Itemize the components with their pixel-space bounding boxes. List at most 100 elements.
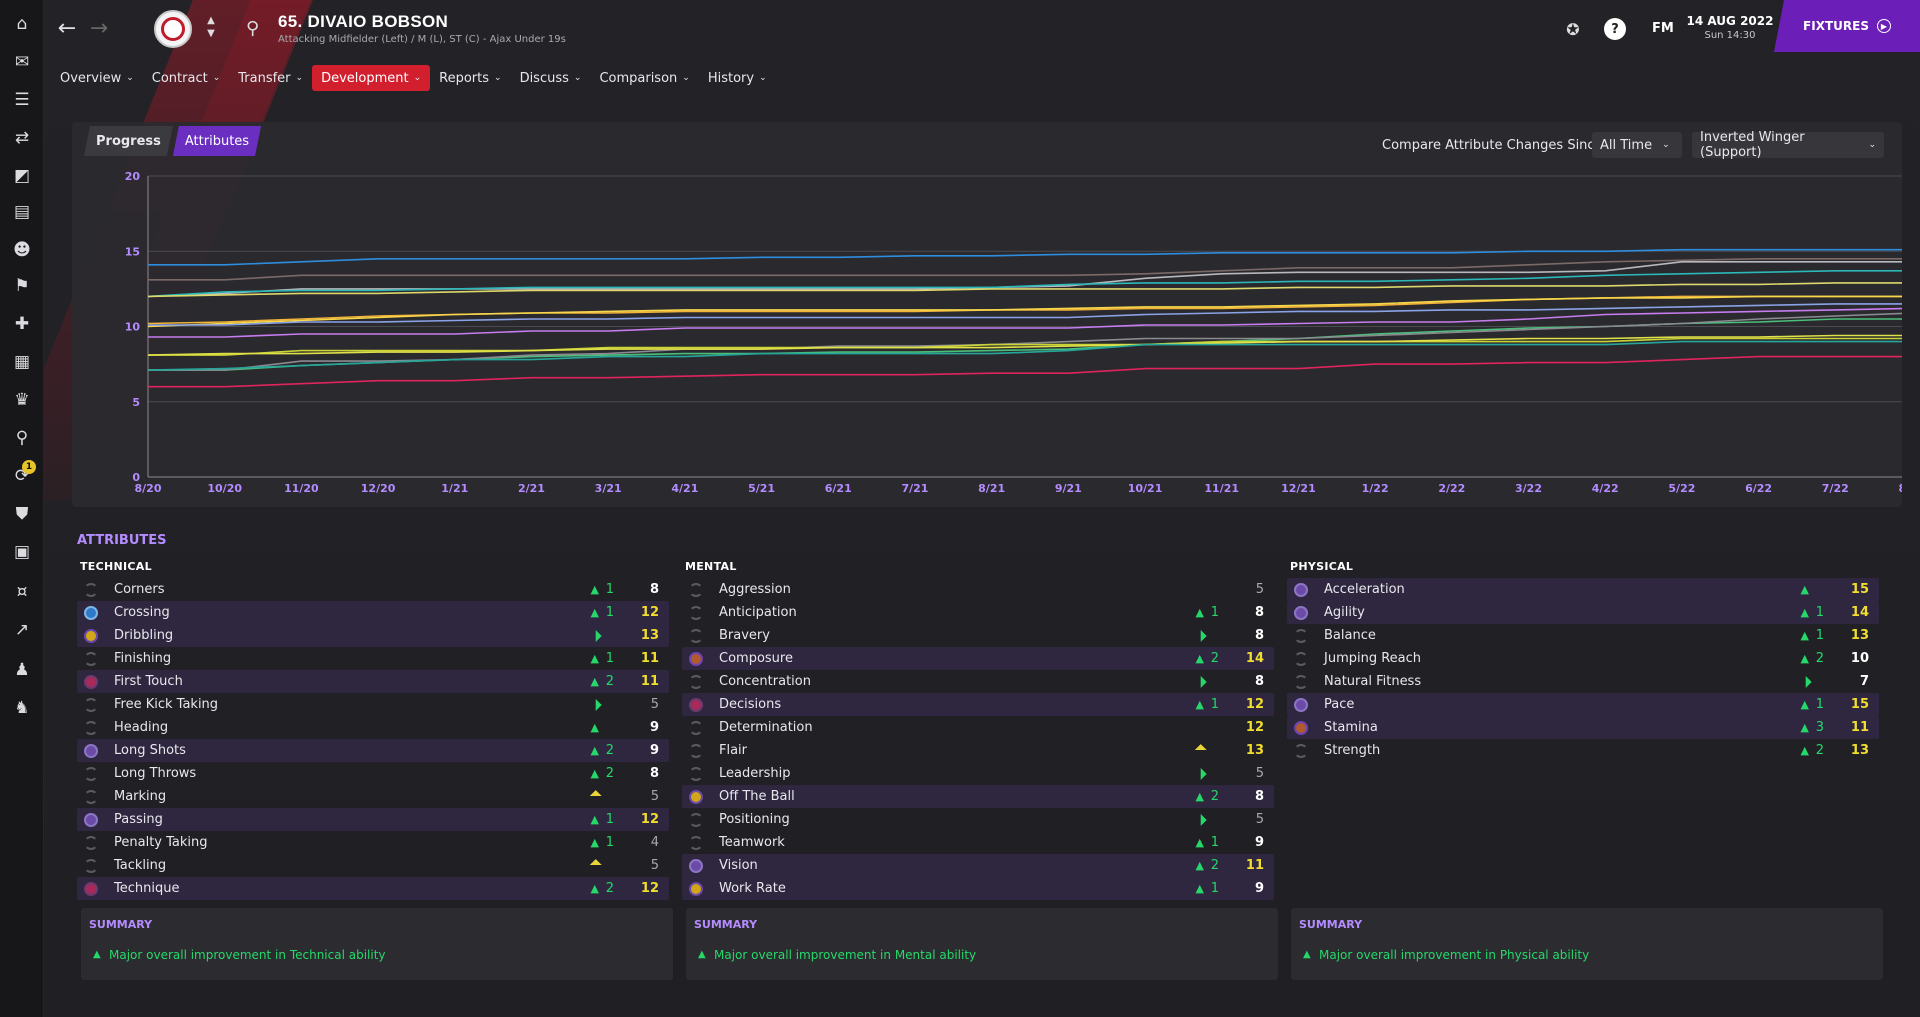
- attribute-row-penalty-taking[interactable]: Penalty Taking ▲ 1 4: [77, 831, 669, 854]
- search-icon[interactable]: ⚲: [246, 18, 260, 39]
- notification-badge: 1: [22, 460, 36, 474]
- attribute-row-leadership[interactable]: Leadership ◢ 5: [682, 762, 1274, 785]
- attribute-row-determination[interactable]: Determination 12: [682, 716, 1274, 739]
- attribute-row-technique[interactable]: Technique ▲ 2 12: [77, 877, 669, 900]
- fixtures-label: FIXTURES: [1803, 19, 1869, 33]
- attribute-row-composure[interactable]: Composure ▲ 2 14: [682, 647, 1274, 670]
- club-icon[interactable]: ⛊: [15, 504, 29, 524]
- role-dropdown[interactable]: Inverted Winger (Support) ⌄: [1692, 130, 1884, 160]
- attribute-value: 9: [1254, 881, 1264, 896]
- back-arrow-icon[interactable]: ←: [57, 16, 77, 41]
- up-arrow-icon: ▲: [590, 721, 599, 734]
- attribute-row-dribbling[interactable]: Dribbling ◢ 13: [77, 624, 669, 647]
- attribute-name: Decisions: [719, 697, 782, 712]
- world-icon[interactable]: ✪: [1566, 19, 1580, 39]
- current-date[interactable]: 14 AUG 2022 Sun 14:30: [1680, 6, 1780, 50]
- attribute-row-crossing[interactable]: Crossing ▲ 1 12: [77, 601, 669, 624]
- attribute-row-strength[interactable]: Strength ▲ 2 13: [1287, 739, 1879, 762]
- attribute-row-concentration[interactable]: Concentration ◢ 8: [682, 670, 1274, 693]
- attribute-row-long-throws[interactable]: Long Throws ▲ 2 8: [77, 762, 669, 785]
- staff-icon[interactable]: ☻: [13, 240, 31, 260]
- period-dropdown[interactable]: All Time ⌄: [1592, 132, 1682, 158]
- tab-label: Overview: [60, 70, 122, 86]
- tab-history[interactable]: History ⌄: [699, 65, 776, 91]
- attribute-row-free-kick-taking[interactable]: Free Kick Taking ◢ 5: [77, 693, 669, 716]
- attribute-row-balance[interactable]: Balance ▲ 1 13: [1287, 624, 1879, 647]
- club-crest[interactable]: [154, 10, 192, 48]
- attribute-row-flair[interactable]: Flair ◢ 13: [682, 739, 1274, 762]
- attribute-row-acceleration[interactable]: Acceleration ▲ 15: [1287, 578, 1879, 601]
- arrow-circle-icon: ▶: [1876, 19, 1891, 33]
- attribute-row-first-touch[interactable]: First Touch ▲ 2 11: [77, 670, 669, 693]
- attribute-name: Technique: [114, 881, 180, 896]
- attribute-row-off-the-ball[interactable]: Off The Ball ▲ 2 8: [682, 785, 1274, 808]
- attribute-row-heading[interactable]: Heading ▲ 9: [77, 716, 669, 739]
- slight-up-arrow-icon: ◢: [1192, 811, 1208, 828]
- inbox-icon[interactable]: ✉: [14, 52, 30, 72]
- attribute-row-passing[interactable]: Passing ▲ 1 12: [77, 808, 669, 831]
- attribute-name: Stamina: [1324, 720, 1378, 735]
- schedule-icon[interactable]: ▦: [13, 352, 31, 372]
- attribute-change: 1: [605, 605, 614, 620]
- tab-development[interactable]: Development ⌄: [312, 65, 431, 91]
- attribute-row-jumping-reach[interactable]: Jumping Reach ▲ 2 10: [1287, 647, 1879, 670]
- tab-comparison[interactable]: Comparison ⌄: [590, 65, 698, 91]
- transfers-icon[interactable]: ⇄: [14, 128, 30, 148]
- attribute-row-tackling[interactable]: Tackling ◢ 5: [77, 854, 669, 877]
- key-attribute-icon: [689, 881, 703, 896]
- attribute-row-pace[interactable]: Pace ▲ 1 15: [1287, 693, 1879, 716]
- attribute-row-teamwork[interactable]: Teamwork ▲ 1 9: [682, 831, 1274, 854]
- wages-icon[interactable]: ¤: [16, 582, 28, 602]
- attribute-row-aggression[interactable]: Aggression 5: [682, 578, 1274, 601]
- series-line-5: [147, 282, 1902, 298]
- up-arrow-icon: ▲: [698, 949, 706, 960]
- tactics-icon[interactable]: ◩: [13, 166, 31, 186]
- tab-progress[interactable]: Progress: [84, 126, 173, 156]
- attribute-row-anticipation[interactable]: Anticipation ▲ 1 8: [682, 601, 1274, 624]
- attribute-row-agility[interactable]: Agility ▲ 1 14: [1287, 601, 1879, 624]
- attribute-row-bravery[interactable]: Bravery ◢ 8: [682, 624, 1274, 647]
- tab-attributes[interactable]: Attributes: [173, 126, 261, 156]
- attribute-name: Determination: [719, 720, 813, 735]
- attribute-row-vision[interactable]: Vision ▲ 2 11: [682, 854, 1274, 877]
- summary-text: Major overall improvement in Physical ab…: [1319, 948, 1590, 962]
- tab-transfer[interactable]: Transfer ⌄: [229, 65, 312, 91]
- fm-menu-button[interactable]: FM: [1652, 21, 1674, 36]
- competitions-icon[interactable]: ♛: [14, 390, 30, 410]
- attribute-name: Concentration: [719, 674, 811, 689]
- attribute-row-work-rate[interactable]: Work Rate ▲ 1 9: [682, 877, 1274, 900]
- alerts-icon[interactable]: ⟳ 1: [8, 460, 36, 490]
- forward-arrow-icon[interactable]: →: [89, 16, 109, 41]
- decline-arrow-icon: ◢: [587, 857, 603, 874]
- attribute-row-finishing[interactable]: Finishing ▲ 1 11: [77, 647, 669, 670]
- youth-icon[interactable]: ♟: [14, 660, 30, 680]
- fixtures-button[interactable]: FIXTURES ▶: [1774, 0, 1920, 52]
- finances-icon[interactable]: ▣: [13, 542, 31, 562]
- development-icon[interactable]: ↗: [14, 620, 30, 640]
- player-switch-icon[interactable]: ▲ ▼: [207, 15, 215, 39]
- attribute-row-marking[interactable]: Marking ◢ 5: [77, 785, 669, 808]
- attribute-row-decisions[interactable]: Decisions ▲ 1 12: [682, 693, 1274, 716]
- home-icon[interactable]: ⌂: [16, 14, 28, 34]
- up-arrow-icon: ▲: [1195, 698, 1204, 711]
- attribute-row-long-shots[interactable]: Long Shots ▲ 2 9: [77, 739, 669, 762]
- reports-icon[interactable]: ▤: [13, 202, 31, 222]
- medical-icon[interactable]: ✚: [14, 314, 30, 334]
- u19-icon[interactable]: ♞: [14, 698, 30, 718]
- attribute-row-stamina[interactable]: Stamina ▲ 3 11: [1287, 716, 1879, 739]
- up-arrow-icon: ▲: [1195, 790, 1204, 803]
- attribute-row-corners[interactable]: Corners ▲ 1 8: [77, 578, 669, 601]
- tab-overview[interactable]: Overview ⌄: [51, 65, 143, 91]
- help-icon[interactable]: ?: [1604, 18, 1626, 40]
- tab-reports[interactable]: Reports ⌄: [430, 65, 510, 91]
- up-arrow-icon: ▲: [1800, 698, 1809, 711]
- attribute-name: Bravery: [719, 628, 770, 643]
- tab-contract[interactable]: Contract ⌄: [143, 65, 229, 91]
- scouting-icon[interactable]: ⚲: [15, 428, 29, 448]
- squad-icon[interactable]: ☰: [14, 90, 30, 110]
- tab-discuss[interactable]: Discuss ⌄: [511, 65, 591, 91]
- training-icon[interactable]: ⚑: [14, 276, 30, 296]
- main-area: ← → ▲ ▼ ⚲ 65. DIVAIO BOBSON Attacking Mid…: [44, 0, 1920, 1017]
- attribute-row-positioning[interactable]: Positioning ◢ 5: [682, 808, 1274, 831]
- attribute-row-natural-fitness[interactable]: Natural Fitness ◢ 7: [1287, 670, 1879, 693]
